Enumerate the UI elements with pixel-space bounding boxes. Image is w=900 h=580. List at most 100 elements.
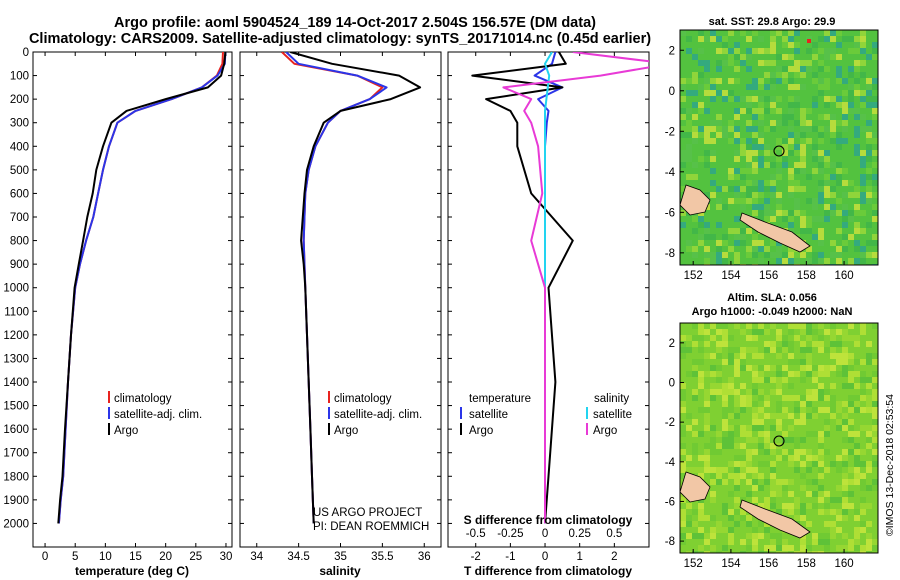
map-cell bbox=[704, 341, 710, 347]
map-cell bbox=[866, 551, 872, 553]
map-cell bbox=[692, 126, 698, 132]
map-cell bbox=[782, 449, 788, 455]
map-cell bbox=[752, 78, 758, 84]
map-cell bbox=[872, 377, 878, 383]
map-cell bbox=[776, 96, 782, 102]
sst-map-frame bbox=[679, 29, 879, 266]
map-cell bbox=[782, 479, 788, 485]
map-cell bbox=[728, 401, 734, 407]
map-cell bbox=[704, 539, 710, 545]
map-cell bbox=[704, 401, 710, 407]
legend-label-t-argo: Argo bbox=[469, 425, 493, 437]
map-cell bbox=[800, 162, 806, 168]
map-cell bbox=[842, 138, 848, 144]
map-cell bbox=[704, 389, 710, 395]
map-cell bbox=[848, 401, 854, 407]
map-cell bbox=[686, 335, 692, 341]
map-cell bbox=[866, 222, 872, 228]
map-cell bbox=[872, 138, 878, 144]
map-cell bbox=[824, 54, 830, 60]
map-cell bbox=[818, 60, 824, 66]
map-cell bbox=[812, 252, 818, 258]
map-cell bbox=[842, 90, 848, 96]
map-cell bbox=[800, 539, 806, 545]
map-cell bbox=[722, 323, 728, 329]
map-cell bbox=[728, 491, 734, 497]
map-cell bbox=[716, 467, 722, 473]
map-cell bbox=[794, 252, 800, 258]
map-cell bbox=[776, 72, 782, 78]
depth-tick-label: 1500 bbox=[3, 401, 29, 413]
map-cell bbox=[770, 174, 776, 180]
map-cell bbox=[866, 341, 872, 347]
map-cell bbox=[764, 503, 770, 509]
map-cell bbox=[752, 198, 758, 204]
map-cell bbox=[746, 533, 752, 539]
map-cell bbox=[788, 192, 794, 198]
map-cell bbox=[698, 551, 704, 553]
map-cell bbox=[722, 48, 728, 54]
map-cell bbox=[710, 84, 716, 90]
map-cell bbox=[860, 252, 866, 258]
map-cell bbox=[872, 413, 878, 419]
map-cell bbox=[752, 425, 758, 431]
map-cell bbox=[782, 144, 788, 150]
map-cell bbox=[818, 383, 824, 389]
map-cell bbox=[788, 222, 794, 228]
map-cell bbox=[824, 509, 830, 515]
map-cell bbox=[704, 150, 710, 156]
map-cell bbox=[776, 389, 782, 395]
map-cell bbox=[776, 485, 782, 491]
map-cell bbox=[680, 108, 686, 114]
map-cell bbox=[728, 168, 734, 174]
map-cell bbox=[860, 72, 866, 78]
map-cell bbox=[842, 126, 848, 132]
map-cell bbox=[812, 377, 818, 383]
salinity-series-argo bbox=[290, 52, 422, 524]
map-cell bbox=[734, 78, 740, 84]
map-cell bbox=[728, 228, 734, 234]
map-cell bbox=[698, 533, 704, 539]
map-cell bbox=[728, 395, 734, 401]
map-cell bbox=[824, 431, 830, 437]
map-cell bbox=[800, 515, 806, 521]
map-cell bbox=[680, 114, 686, 120]
depth-tick-label: 1100 bbox=[4, 306, 29, 318]
map-cell bbox=[776, 383, 782, 389]
map-cell bbox=[824, 204, 830, 210]
map-cell bbox=[764, 180, 770, 186]
map-cell bbox=[806, 216, 812, 222]
map-cell bbox=[860, 246, 866, 252]
map-cell bbox=[680, 521, 686, 527]
map-cell bbox=[818, 509, 824, 515]
map-cell bbox=[746, 168, 752, 174]
map-cell bbox=[752, 335, 758, 341]
map-cell bbox=[758, 258, 764, 264]
map-cell bbox=[854, 36, 860, 42]
depth-tick-label: 300 bbox=[10, 118, 29, 130]
map-cell bbox=[836, 162, 842, 168]
map-cell bbox=[752, 144, 758, 150]
map-cell bbox=[854, 204, 860, 210]
map-cell bbox=[818, 347, 824, 353]
map-cell bbox=[764, 449, 770, 455]
map-cell bbox=[872, 132, 878, 138]
map-cell bbox=[698, 359, 704, 365]
map-cell bbox=[722, 126, 728, 132]
map-cell bbox=[752, 473, 758, 479]
map-cell bbox=[722, 383, 728, 389]
map-cell bbox=[842, 329, 848, 335]
map-cell bbox=[776, 246, 782, 252]
map-cell bbox=[746, 491, 752, 497]
sla-map bbox=[680, 323, 878, 553]
map-cell bbox=[740, 551, 746, 553]
map-cell bbox=[710, 126, 716, 132]
map-cell bbox=[818, 126, 824, 132]
map-cell bbox=[842, 36, 848, 42]
map-cell bbox=[788, 108, 794, 114]
map-cell bbox=[860, 42, 866, 48]
map-cell bbox=[800, 407, 806, 413]
map-cell bbox=[866, 132, 872, 138]
map-cell bbox=[830, 329, 836, 335]
map-cell bbox=[764, 551, 770, 553]
